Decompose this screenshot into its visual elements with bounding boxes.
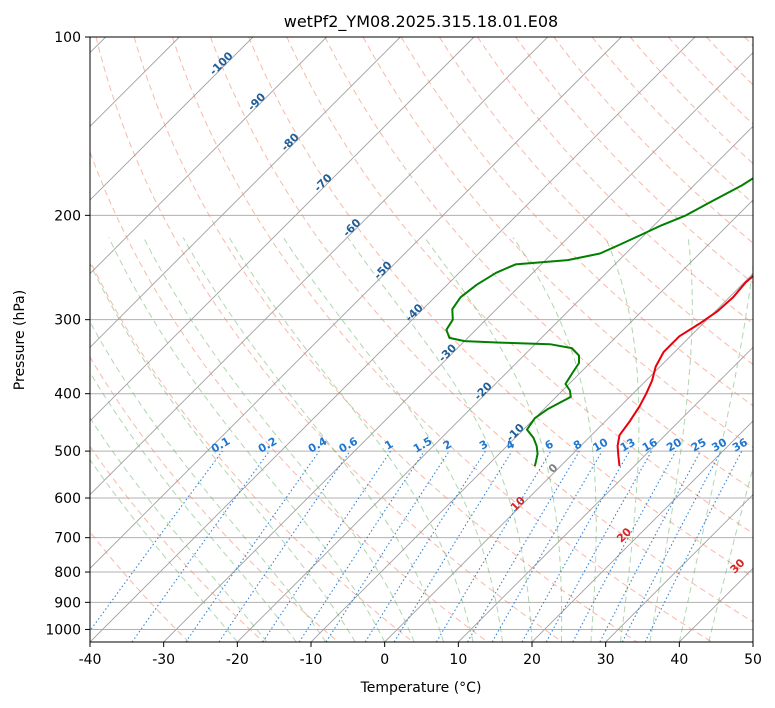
x-tick-label: -40 bbox=[79, 652, 102, 668]
plot-frame bbox=[89, 36, 754, 643]
moist-adiabat-line bbox=[605, 237, 640, 642]
mixing-ratio-line bbox=[572, 450, 677, 642]
isotherm-line bbox=[90, 37, 401, 348]
x-tick-label: 10 bbox=[449, 652, 467, 668]
dry-adiabat-line bbox=[90, 259, 414, 642]
moist-adiabat-line bbox=[90, 320, 327, 642]
isotherm-line bbox=[163, 52, 753, 642]
dry-adiabat-line bbox=[248, 37, 753, 578]
dry-adiabat-line bbox=[400, 37, 753, 407]
moist-adiabat-line bbox=[347, 237, 533, 642]
dry-adiabat-line bbox=[171, 37, 712, 642]
dry-adiabat-line bbox=[90, 445, 264, 642]
mixing-ratio-line bbox=[521, 450, 630, 642]
y-tick-label: 400 bbox=[54, 387, 81, 403]
chart-title: wetPf2_YM08.2025.315.18.01.E08 bbox=[284, 12, 558, 32]
dry-adiabat-line bbox=[286, 37, 753, 534]
mixing-ratio-line bbox=[218, 450, 351, 642]
x-tick-label: -30 bbox=[152, 652, 175, 668]
moist-adiabat-line bbox=[678, 261, 753, 642]
mixing-ratio-line bbox=[393, 450, 513, 642]
plot-background bbox=[90, 37, 753, 642]
isotherm-line bbox=[90, 37, 475, 422]
y-tick-label: 800 bbox=[54, 565, 81, 581]
mixing-ratio-line bbox=[644, 450, 743, 642]
x-tick-label: -20 bbox=[226, 652, 249, 668]
isotherm-line bbox=[605, 494, 753, 642]
dry-adiabat-line bbox=[553, 37, 753, 244]
dewpoint-profile-line bbox=[445, 177, 753, 467]
moist-adiabat-line bbox=[90, 262, 356, 642]
dry-adiabat-line bbox=[591, 37, 753, 204]
isotherm-line bbox=[237, 125, 753, 642]
dry-adiabat-line bbox=[90, 356, 339, 642]
dry-adiabat-line bbox=[438, 37, 753, 366]
y-tick-label: 100 bbox=[54, 30, 81, 46]
mixing-ratio-line bbox=[131, 450, 270, 642]
x-tick-label: 50 bbox=[744, 652, 762, 668]
x-tick-label: 30 bbox=[597, 652, 615, 668]
isotherm-line bbox=[90, 37, 696, 642]
mixing-ratio-line bbox=[545, 450, 653, 642]
dry-adiabat-line bbox=[362, 37, 753, 449]
x-tick-label: 0 bbox=[380, 652, 389, 668]
x-tick-label: -10 bbox=[300, 652, 323, 668]
mixing-ratio-line bbox=[298, 450, 425, 642]
y-tick-label: 1000 bbox=[45, 622, 81, 638]
isotherm-line bbox=[752, 641, 753, 642]
dry-adiabat-line bbox=[324, 37, 753, 491]
dry-adiabat-line bbox=[133, 37, 638, 642]
moist-adiabat-line bbox=[649, 237, 693, 642]
isotherm-line bbox=[384, 273, 753, 642]
moist-adiabat-line bbox=[108, 237, 386, 642]
x-tick-label: 40 bbox=[670, 652, 688, 668]
isotherm-line bbox=[90, 37, 622, 569]
mixing-ratio-line bbox=[325, 450, 450, 642]
y-axis-label: Pressure (hPa) bbox=[12, 290, 28, 390]
y-tick-label: 500 bbox=[54, 444, 81, 460]
moist-adiabat-line bbox=[182, 237, 445, 642]
isotherm-line bbox=[90, 37, 327, 275]
y-tick-label: 300 bbox=[54, 313, 81, 329]
y-tick-label: 600 bbox=[54, 491, 81, 507]
moist-adiabat-line bbox=[512, 237, 597, 642]
moist-adiabat-line bbox=[143, 237, 415, 642]
mixing-ratio-line bbox=[185, 450, 320, 642]
dry-adiabat-line bbox=[210, 37, 753, 623]
isotherm-line bbox=[90, 37, 254, 201]
moist-adiabat-line bbox=[424, 237, 563, 642]
dry-adiabat-line bbox=[95, 37, 563, 642]
y-tick-label: 900 bbox=[54, 595, 81, 611]
moist-adiabat-line bbox=[708, 465, 753, 642]
isotherm-line bbox=[90, 37, 548, 496]
isotherm-line bbox=[458, 346, 753, 642]
isotherm-line bbox=[531, 420, 753, 642]
temperature-profile-line bbox=[616, 274, 753, 467]
y-tick-label: 200 bbox=[54, 208, 81, 224]
moist-adiabat-line bbox=[282, 237, 503, 642]
mixing-ratio-line bbox=[90, 450, 223, 632]
moist-adiabat-line bbox=[228, 237, 474, 642]
x-tick-label: 20 bbox=[523, 652, 541, 668]
y-tick-label: 700 bbox=[54, 531, 81, 547]
x-axis-label: Temperature (°C) bbox=[360, 680, 482, 696]
mixing-ratio-line bbox=[262, 450, 392, 642]
